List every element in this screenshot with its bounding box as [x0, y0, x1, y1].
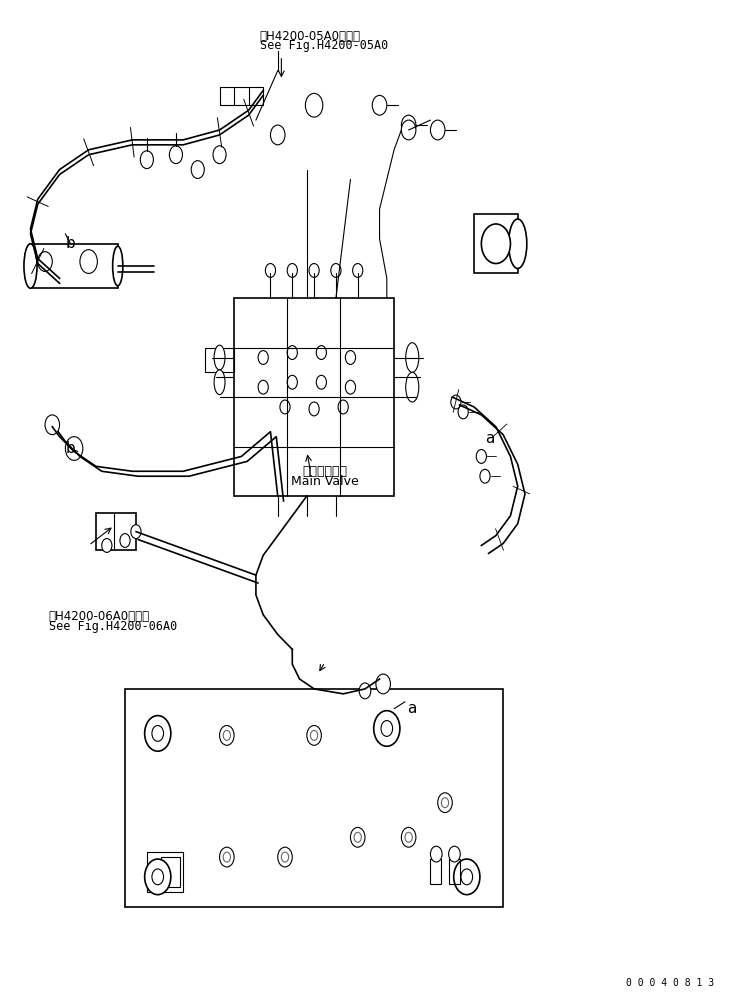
- Circle shape: [372, 95, 387, 115]
- Circle shape: [145, 859, 171, 895]
- Circle shape: [402, 120, 416, 140]
- Bar: [205, 347, 234, 372]
- Ellipse shape: [112, 246, 123, 286]
- Text: Main Valve: Main Valve: [291, 474, 359, 488]
- Circle shape: [345, 380, 356, 394]
- Circle shape: [405, 832, 412, 842]
- Circle shape: [131, 525, 141, 539]
- Circle shape: [152, 725, 164, 741]
- Circle shape: [287, 264, 297, 278]
- Circle shape: [38, 252, 53, 272]
- Circle shape: [442, 798, 449, 807]
- Ellipse shape: [214, 345, 225, 370]
- Bar: [96, 513, 136, 551]
- Text: 第H4200-05A0図参照: 第H4200-05A0図参照: [260, 30, 361, 43]
- Circle shape: [280, 400, 290, 414]
- Circle shape: [359, 682, 371, 698]
- Ellipse shape: [406, 372, 419, 402]
- Circle shape: [438, 793, 453, 812]
- Circle shape: [316, 345, 326, 359]
- Circle shape: [338, 400, 348, 414]
- Ellipse shape: [24, 244, 37, 289]
- Circle shape: [309, 264, 319, 278]
- Circle shape: [220, 725, 234, 745]
- Circle shape: [431, 120, 445, 140]
- Text: メインバルブ: メインバルブ: [302, 465, 347, 478]
- Circle shape: [458, 405, 468, 419]
- Circle shape: [66, 436, 82, 460]
- Circle shape: [307, 725, 321, 745]
- Circle shape: [454, 859, 480, 895]
- Bar: [220, 87, 264, 105]
- Circle shape: [331, 264, 341, 278]
- Bar: [31, 244, 118, 289]
- Circle shape: [140, 151, 153, 169]
- Circle shape: [191, 161, 204, 179]
- Circle shape: [345, 350, 356, 364]
- Text: See Fig.H4200-06A0: See Fig.H4200-06A0: [49, 620, 177, 633]
- Circle shape: [476, 449, 486, 463]
- Bar: [234, 299, 394, 496]
- Text: See Fig.H4200-05A0: See Fig.H4200-05A0: [260, 40, 388, 53]
- Circle shape: [45, 415, 60, 434]
- Circle shape: [309, 402, 319, 416]
- Circle shape: [481, 224, 510, 264]
- Circle shape: [80, 250, 97, 274]
- Circle shape: [449, 846, 461, 862]
- Text: 第H4200-06A0図参照: 第H4200-06A0図参照: [49, 610, 150, 623]
- Text: a: a: [485, 432, 494, 446]
- Circle shape: [402, 827, 416, 847]
- Text: 0 0 0 4 0 8 1 3: 0 0 0 4 0 8 1 3: [626, 978, 714, 988]
- Text: a: a: [407, 701, 417, 716]
- Circle shape: [258, 380, 269, 394]
- Circle shape: [223, 730, 231, 740]
- Circle shape: [223, 852, 231, 862]
- Circle shape: [220, 847, 234, 867]
- Circle shape: [480, 469, 490, 483]
- Circle shape: [281, 852, 288, 862]
- Circle shape: [169, 146, 182, 164]
- Circle shape: [270, 125, 285, 145]
- Circle shape: [381, 720, 393, 736]
- Ellipse shape: [509, 219, 527, 269]
- Bar: [125, 688, 503, 907]
- Circle shape: [431, 846, 442, 862]
- Circle shape: [258, 350, 269, 364]
- Circle shape: [305, 93, 323, 117]
- Bar: [449, 859, 460, 884]
- Circle shape: [213, 146, 226, 164]
- Circle shape: [354, 832, 361, 842]
- Bar: [161, 857, 180, 887]
- Circle shape: [402, 115, 416, 135]
- Circle shape: [376, 674, 391, 693]
- Circle shape: [316, 375, 326, 389]
- Circle shape: [145, 715, 171, 751]
- Bar: [474, 214, 518, 274]
- Circle shape: [101, 539, 112, 553]
- Circle shape: [287, 345, 297, 359]
- Text: b: b: [66, 236, 75, 251]
- Circle shape: [120, 534, 130, 548]
- Circle shape: [461, 869, 472, 885]
- Circle shape: [353, 264, 363, 278]
- Circle shape: [374, 710, 400, 746]
- Circle shape: [310, 730, 318, 740]
- Ellipse shape: [214, 370, 225, 395]
- Ellipse shape: [406, 342, 419, 372]
- Bar: [147, 852, 183, 892]
- Circle shape: [451, 395, 461, 409]
- Circle shape: [152, 869, 164, 885]
- Circle shape: [287, 375, 297, 389]
- Circle shape: [277, 847, 292, 867]
- Circle shape: [266, 264, 275, 278]
- Bar: [431, 859, 442, 884]
- Circle shape: [350, 827, 365, 847]
- Text: b: b: [66, 441, 75, 456]
